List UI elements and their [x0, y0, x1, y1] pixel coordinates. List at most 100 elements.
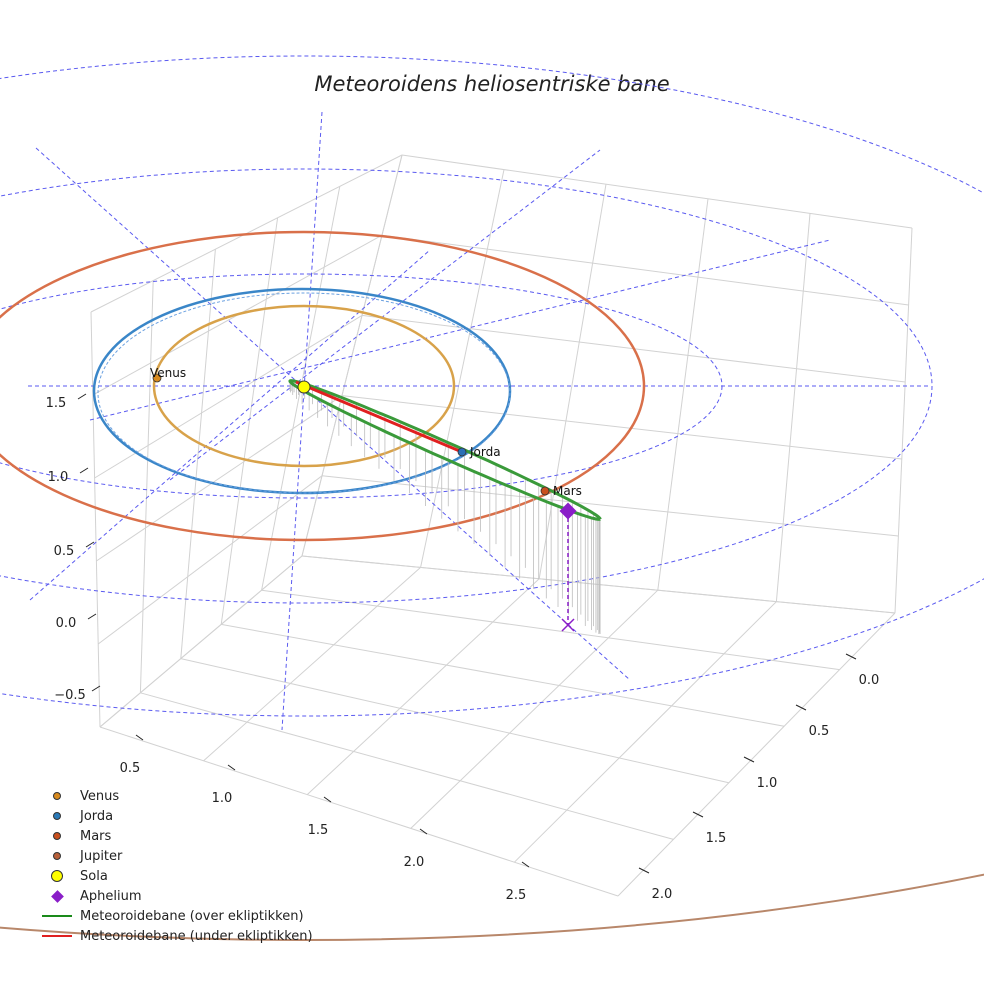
y-tick-label: 0.5	[809, 724, 830, 739]
x-tick-mark	[323, 796, 332, 803]
x-tick-label: 2.0	[404, 855, 425, 870]
axis-ticks: 0.5 1.0 1.5 2.0 2.5 0.0 0.5 1.0 1.5 2.0 1.5 1.0 0.5 0…	[46, 393, 880, 903]
orbit-jorda-shadow	[97, 292, 511, 494]
wall-grid-line	[90, 311, 101, 728]
orbit-mars	[0, 230, 646, 542]
y-tick-label: 1.5	[706, 831, 727, 846]
reference-circle	[0, 168, 933, 604]
legend-item-meteoroidebane-over-ekliptikken-: Meteoroidebane (over ekliptikken)	[40, 906, 313, 926]
x-tick-label: 2.5	[506, 888, 527, 903]
wall-grid-line	[894, 227, 913, 614]
legend-symbol	[40, 826, 74, 846]
x-tick-label: 0.5	[120, 761, 141, 776]
legend-label: Venus	[80, 788, 120, 804]
planet-label-venus: Venus	[150, 366, 186, 380]
y-tick-mark	[692, 811, 704, 818]
legend-label: Meteoroidebane (under ekliptikken)	[80, 928, 313, 944]
y-tick-mark	[743, 756, 755, 763]
floor-grid-line	[617, 612, 896, 897]
wall-grid-line	[220, 217, 279, 625]
legend-label: Jupiter	[80, 848, 123, 864]
wall-grid-line	[180, 249, 216, 659]
planet-orbits	[0, 230, 984, 941]
x-tick-mark	[135, 734, 144, 741]
legend-item-jorda: Jorda	[40, 806, 313, 826]
floor-grid-line	[261, 589, 840, 671]
aphelion-marker	[559, 502, 577, 520]
planet-label-jorda: Jorda	[469, 445, 501, 459]
chart-title: Meteoroidens heliosentriske bane	[314, 72, 670, 96]
floor-grid-line	[410, 589, 659, 829]
planet-label-mars: Mars	[553, 484, 582, 498]
z-tick-label: 0.5	[54, 544, 75, 559]
legend-item-mars: Mars	[40, 826, 313, 846]
z-tick-label: 0.0	[56, 616, 77, 631]
z-tick-label: 1.0	[48, 470, 69, 485]
legend-label: Sola	[80, 868, 108, 884]
wall-grid-line	[99, 555, 303, 728]
legend-item-venus: Venus	[40, 786, 313, 806]
y-tick-label: 0.0	[859, 673, 880, 688]
legend-symbol	[40, 806, 74, 826]
floor-grid-line	[221, 623, 785, 727]
reference-ray	[281, 111, 323, 731]
reference-circles	[0, 55, 984, 731]
planet-mars	[540, 486, 550, 496]
floor-grid-line	[514, 601, 777, 863]
wall-grid-line	[97, 475, 323, 645]
orbit-jupiter	[0, 873, 984, 941]
y-tick-mark	[845, 653, 857, 660]
sun-marker	[297, 380, 311, 394]
legend-label: Meteoroidebane (over ekliptikken)	[80, 908, 304, 924]
z-tick-mark	[79, 467, 89, 474]
wall-grid-line	[96, 395, 343, 562]
reference-ray	[89, 239, 831, 421]
floor-grid-line	[140, 692, 674, 840]
y-tick-label: 2.0	[652, 887, 673, 902]
wall-grid-line	[321, 475, 899, 537]
meteoroid-above-ecliptic	[288, 379, 602, 521]
legend-label: Jorda	[80, 808, 114, 824]
wall-grid-line	[381, 234, 909, 306]
floor-grid-line	[99, 726, 619, 897]
legend-symbol	[40, 866, 74, 886]
wall-grid-line	[420, 169, 505, 568]
z-tick-mark	[91, 685, 101, 692]
meteoroid-below-ecliptic	[295, 380, 463, 454]
aphelion-projection-mark	[561, 618, 575, 632]
legend: Venus Jorda Mars Jupiter Sola Aphelium Meteoro…	[40, 786, 313, 946]
z-tick-mark	[87, 613, 97, 620]
legend-symbol	[40, 886, 74, 906]
wall-grid-line	[341, 395, 902, 460]
axes-grid	[90, 154, 913, 897]
floor-grid-line	[306, 578, 540, 795]
wall-grid-line	[139, 280, 154, 693]
wall-grid-line	[401, 154, 913, 229]
floor-grid-line	[203, 567, 421, 762]
wall-grid-line	[94, 314, 363, 479]
legend-item-aphelium: Aphelium	[40, 886, 313, 906]
y-tick-label: 1.0	[757, 776, 778, 791]
planet-jorda	[457, 447, 467, 457]
legend-symbol	[40, 906, 74, 926]
x-tick-mark	[227, 764, 236, 771]
orbit-venus	[152, 304, 456, 468]
legend-item-meteoroidebane-under-ekliptikken-: Meteoroidebane (under ekliptikken)	[40, 926, 313, 946]
legend-symbol	[40, 926, 74, 946]
reference-ray	[29, 249, 431, 601]
legend-item-sola: Sola	[40, 866, 313, 886]
x-tick-mark	[521, 861, 530, 868]
wall-grid-line	[657, 198, 709, 591]
legend-symbol	[40, 846, 74, 866]
x-tick-label: 1.5	[308, 823, 329, 838]
y-tick-mark	[638, 867, 650, 874]
planet-markers: Venus Jorda Mars	[150, 366, 582, 498]
floor-grid-line	[180, 658, 729, 784]
legend-item-jupiter: Jupiter	[40, 846, 313, 866]
reference-circle	[0, 55, 984, 717]
z-tick-label: 1.5	[46, 396, 67, 411]
z-tick-label: −0.5	[54, 688, 86, 703]
legend-label: Aphelium	[80, 888, 142, 904]
legend-symbol	[40, 786, 74, 806]
wall-grid-line	[301, 154, 403, 557]
